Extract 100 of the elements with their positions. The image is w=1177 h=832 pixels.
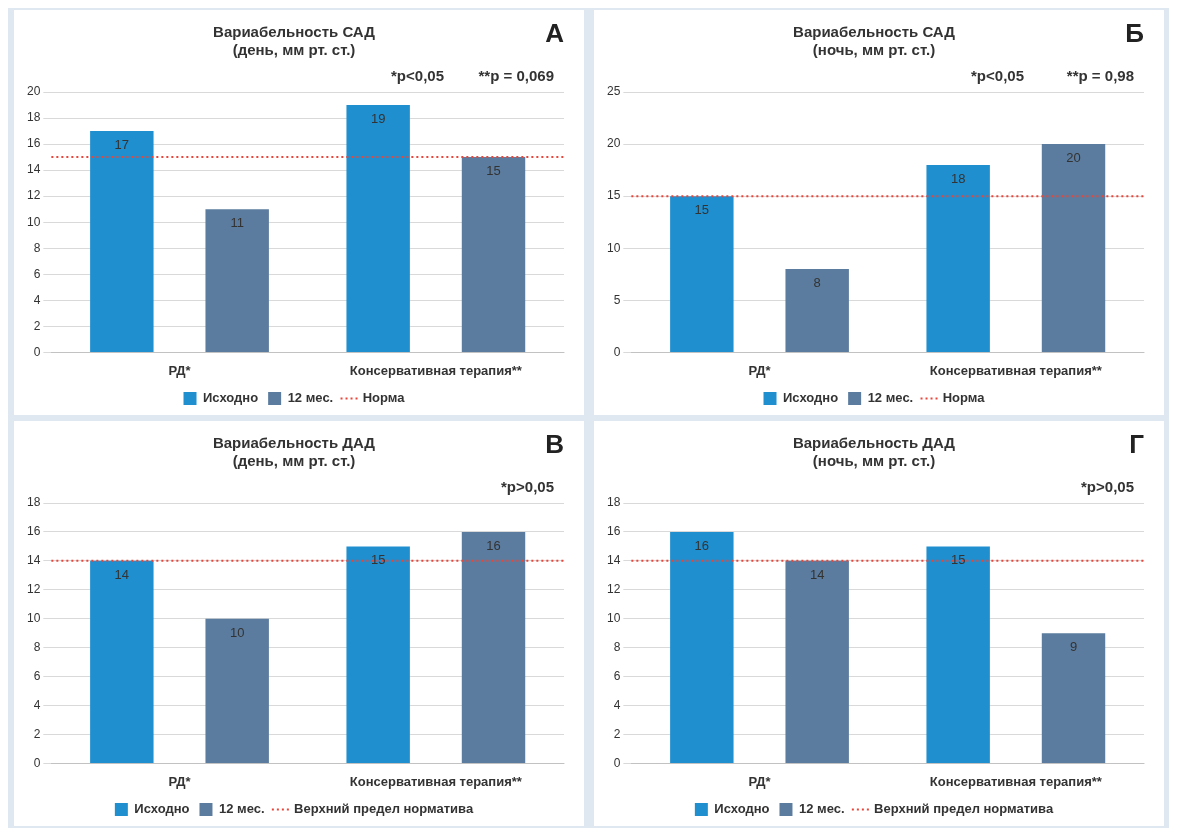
y-tick-label: 4 bbox=[33, 292, 41, 307]
y-tick-label: 8 bbox=[33, 240, 41, 255]
y-tick-label: 8 bbox=[33, 639, 41, 654]
chart-title: Вариабельность ДАД (ночь, мм рт. ст.) bbox=[792, 434, 955, 470]
data-label: 20 bbox=[1065, 150, 1081, 166]
legend-label: Норма bbox=[942, 390, 985, 406]
y-tick-label: 16 bbox=[26, 524, 41, 539]
x-tick-label: РД* bbox=[167, 773, 192, 789]
data-label: 15 bbox=[485, 163, 501, 179]
data-label: 16 bbox=[485, 538, 501, 554]
y-tick-label: 0 bbox=[33, 755, 41, 770]
bar bbox=[204, 618, 269, 763]
y-tick-label: 10 bbox=[26, 214, 41, 229]
data-label: 14 bbox=[809, 566, 824, 582]
bar bbox=[925, 164, 990, 352]
text: Г bbox=[1128, 429, 1144, 460]
y-tick-label: 10 bbox=[606, 240, 621, 255]
text: *p>0,05 bbox=[1080, 477, 1134, 495]
data-label: 11 bbox=[229, 215, 244, 231]
y-tick-label: 12 bbox=[26, 188, 41, 203]
y-tick-label: 8 bbox=[613, 639, 621, 654]
y-tick-label: 14 bbox=[26, 553, 41, 568]
bar bbox=[89, 131, 154, 352]
y-tick-label: 16 bbox=[26, 136, 41, 151]
data-label: 16 bbox=[694, 538, 709, 554]
y-tick-label: 2 bbox=[33, 726, 41, 741]
bar bbox=[204, 209, 269, 352]
bar bbox=[669, 531, 734, 763]
bar bbox=[461, 531, 525, 763]
x-tick-label: Консервативная терапия** bbox=[349, 362, 523, 378]
legend-label: Исходно bbox=[202, 390, 258, 406]
y-tick-label: 2 bbox=[613, 726, 621, 741]
y-tick-label: 18 bbox=[26, 110, 41, 125]
y-tick-label: 18 bbox=[26, 495, 41, 510]
legend-label: Верхний предел норматива bbox=[873, 801, 1054, 817]
y-tick-label: 14 bbox=[606, 553, 621, 568]
bar bbox=[784, 560, 849, 763]
y-tick-label: 10 bbox=[606, 611, 621, 626]
text: **p = 0,98 bbox=[1066, 66, 1134, 84]
data-label: 19 bbox=[370, 111, 385, 127]
y-tick-label: 25 bbox=[606, 84, 621, 99]
bar bbox=[89, 560, 154, 763]
x-tick-label: Консервативная терапия** bbox=[929, 362, 1103, 378]
data-label: 8 bbox=[813, 275, 821, 291]
text: **p = 0,069 bbox=[478, 66, 554, 84]
x-tick-label: РД* bbox=[747, 773, 772, 789]
y-tick-label: 4 bbox=[33, 697, 41, 712]
data-label: 18 bbox=[950, 170, 965, 186]
data-label: 14 bbox=[114, 566, 129, 582]
bar bbox=[1041, 144, 1105, 352]
data-label: 15 bbox=[694, 202, 709, 218]
data-label: 17 bbox=[114, 137, 129, 153]
legend-label: Норма bbox=[362, 390, 405, 406]
y-tick-label: 0 bbox=[613, 344, 621, 359]
text: *p<0,05 bbox=[970, 66, 1024, 84]
x-tick-label: РД* bbox=[167, 362, 192, 378]
text: А bbox=[544, 18, 564, 49]
y-tick-label: 20 bbox=[26, 84, 41, 99]
legend-label: Исходно bbox=[133, 801, 190, 817]
bar bbox=[784, 269, 849, 352]
y-tick-label: 5 bbox=[613, 292, 621, 307]
y-tick-label: 6 bbox=[613, 668, 621, 683]
bar bbox=[925, 546, 990, 763]
y-tick-label: 10 bbox=[26, 611, 41, 626]
y-tick-label: 15 bbox=[606, 188, 621, 203]
legend-label: 12 мес. bbox=[287, 390, 333, 406]
data-label: 10 bbox=[229, 624, 244, 640]
y-tick-label: 20 bbox=[606, 136, 621, 151]
y-tick-label: 2 bbox=[33, 318, 41, 333]
chart-title: Вариабельность САД (день, мм рт. ст.) bbox=[212, 23, 375, 59]
bar bbox=[345, 105, 410, 352]
y-tick-label: 16 bbox=[606, 524, 621, 539]
data-label: 9 bbox=[1069, 639, 1077, 655]
legend-label: Исходно bbox=[713, 801, 770, 817]
legend-label: 12 мес. bbox=[867, 390, 913, 406]
data-label: 15 bbox=[370, 552, 385, 568]
y-tick-label: 6 bbox=[33, 266, 41, 281]
data-label: 15 bbox=[950, 552, 965, 568]
bar bbox=[1041, 633, 1105, 763]
y-tick-label: 14 bbox=[26, 162, 41, 177]
text: *p<0,05 bbox=[390, 66, 444, 84]
bar bbox=[345, 546, 410, 763]
legend-label: 12 мес. bbox=[218, 801, 265, 817]
text: Б bbox=[1124, 18, 1144, 49]
y-tick-label: 0 bbox=[33, 344, 41, 359]
text: *p>0,05 bbox=[500, 477, 554, 495]
y-tick-label: 12 bbox=[606, 582, 621, 597]
y-tick-label: 18 bbox=[606, 495, 621, 510]
legend-label: 12 мес. bbox=[798, 801, 845, 817]
chart-title: Вариабельность ДАД (день, мм рт. ст.) bbox=[212, 434, 375, 470]
chart-title: Вариабельность САД (ночь, мм рт. ст.) bbox=[792, 23, 955, 59]
legend-label: Верхний предел норматива bbox=[293, 801, 474, 817]
bar bbox=[669, 196, 734, 352]
bar bbox=[461, 157, 525, 352]
y-tick-label: 4 bbox=[613, 697, 621, 712]
legend-label: Исходно bbox=[782, 390, 838, 406]
y-tick-label: 0 bbox=[613, 755, 621, 770]
x-tick-label: РД* bbox=[747, 362, 772, 378]
y-tick-label: 12 bbox=[26, 582, 41, 597]
text: В bbox=[544, 429, 564, 460]
